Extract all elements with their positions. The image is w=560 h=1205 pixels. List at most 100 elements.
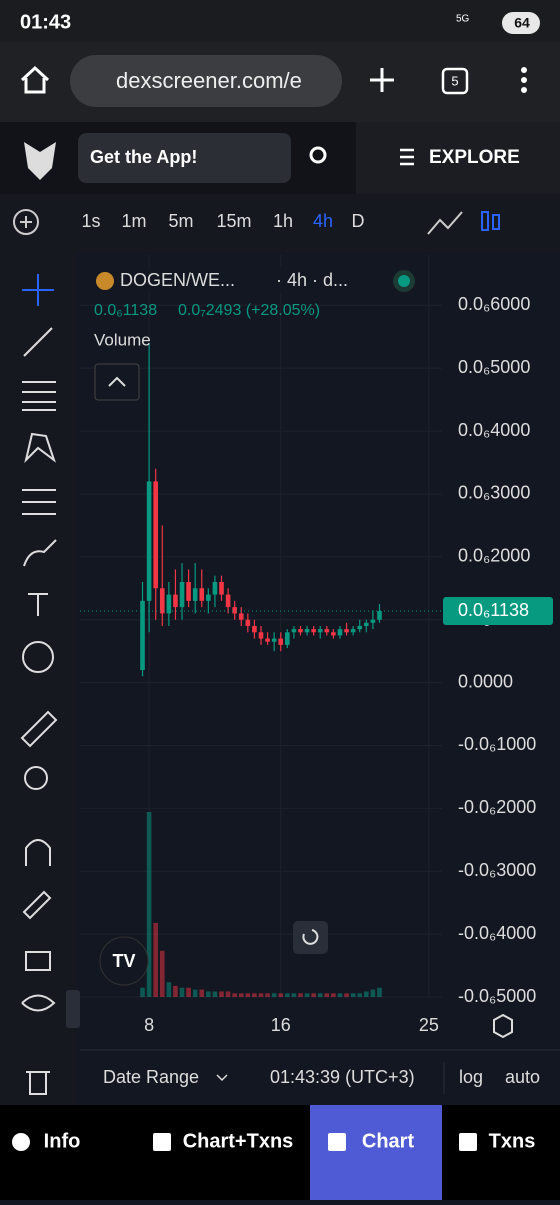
home-icon[interactable] bbox=[20, 65, 50, 94]
get-app-button[interactable] bbox=[78, 133, 291, 183]
network: 5G bbox=[456, 14, 470, 25]
ruler-tool[interactable] bbox=[20, 710, 58, 748]
timeframe[interactable]: 5m bbox=[168, 211, 193, 231]
text-tool[interactable] bbox=[28, 593, 48, 616]
volume-bar bbox=[285, 993, 290, 997]
explore-button[interactable] bbox=[356, 122, 560, 194]
tradingview-logo[interactable] bbox=[99, 936, 149, 986]
volume-bar bbox=[159, 950, 165, 997]
collapse-tools[interactable] bbox=[66, 990, 80, 1028]
candle-chart-icon[interactable] bbox=[481, 211, 500, 231]
nav-icon bbox=[459, 1133, 477, 1151]
svg-text:TV: TV bbox=[112, 951, 135, 971]
add-indicator[interactable] bbox=[13, 209, 39, 235]
lock-drawing-tool[interactable] bbox=[22, 890, 52, 920]
candle-body bbox=[245, 619, 251, 626]
status-time: 01:43 bbox=[20, 11, 71, 33]
volume-bar bbox=[357, 993, 363, 997]
candle-body bbox=[173, 594, 178, 608]
menu-icon[interactable] bbox=[521, 67, 527, 93]
prediction-tool[interactable] bbox=[22, 489, 56, 515]
timeframe[interactable]: 1m bbox=[121, 211, 146, 231]
emoji-tool[interactable] bbox=[22, 641, 54, 673]
search-icon[interactable] bbox=[309, 146, 327, 164]
get-app-text: Get the App! bbox=[90, 147, 197, 167]
x-tick-label: 25 bbox=[419, 1015, 439, 1035]
new-tab[interactable] bbox=[370, 68, 394, 92]
candle-body bbox=[291, 629, 297, 633]
candle-body bbox=[219, 581, 224, 595]
plot bbox=[80, 255, 442, 998]
y-tick-label: -0.0₆4000 bbox=[458, 923, 536, 943]
volume-bar bbox=[206, 991, 211, 997]
nav-tab[interactable] bbox=[310, 1105, 442, 1200]
logo[interactable] bbox=[24, 142, 56, 180]
timeframe[interactable]: 1s bbox=[81, 211, 100, 231]
candle-body bbox=[186, 581, 191, 601]
volume-bar bbox=[364, 991, 369, 997]
volume-bar bbox=[173, 985, 178, 997]
crosshair-tool[interactable] bbox=[22, 274, 54, 306]
zoom-tool[interactable] bbox=[24, 766, 48, 790]
volume-bar bbox=[317, 993, 323, 997]
volume-bar bbox=[350, 993, 356, 997]
volume-bar bbox=[344, 993, 349, 997]
auto-toggle[interactable]: auto bbox=[505, 1067, 540, 1087]
fib-tool[interactable] bbox=[22, 381, 56, 411]
candle-body bbox=[331, 632, 336, 636]
y-tick-label: 0.0000 bbox=[458, 671, 513, 691]
clock: 01:43:39 (UTC+3) bbox=[270, 1067, 415, 1087]
delete-tool[interactable] bbox=[26, 1071, 50, 1095]
volume-bar bbox=[304, 993, 310, 997]
settings-button[interactable] bbox=[493, 1013, 513, 1039]
pattern-tool[interactable] bbox=[24, 432, 56, 464]
change: 0.0₇2493 (+28.05%) bbox=[178, 302, 320, 319]
candle-body bbox=[252, 626, 257, 633]
volume-bar bbox=[311, 993, 316, 997]
nav-tab[interactable] bbox=[0, 1105, 112, 1200]
volume-bar bbox=[219, 991, 224, 997]
timeframe[interactable]: 15m bbox=[216, 211, 251, 231]
volume-bar bbox=[298, 993, 303, 997]
nav-tab[interactable] bbox=[112, 1105, 310, 1200]
line-chart-icon[interactable] bbox=[427, 211, 463, 235]
timeframe[interactable]: 1h bbox=[273, 211, 293, 231]
magnet-tool[interactable] bbox=[25, 839, 51, 866]
volume-bar bbox=[179, 987, 185, 997]
volume-bar bbox=[324, 993, 330, 997]
volume-bar bbox=[331, 993, 336, 997]
volume-bar bbox=[245, 993, 251, 997]
y-tick-label: 0.0₆3000 bbox=[458, 483, 530, 503]
date-range[interactable]: Date Range bbox=[103, 1067, 199, 1087]
timeframe[interactable]: 4h bbox=[313, 211, 333, 231]
collapse-button[interactable] bbox=[94, 363, 140, 401]
candle-body bbox=[199, 588, 205, 601]
last-price: 0.0₆1138 bbox=[94, 302, 157, 319]
candle-body bbox=[258, 632, 264, 639]
nav-tab[interactable] bbox=[442, 1105, 560, 1200]
tabs-button[interactable] bbox=[441, 67, 469, 95]
reset-button[interactable] bbox=[293, 921, 328, 954]
line-tool[interactable] bbox=[23, 327, 53, 357]
x-tick-label: 16 bbox=[271, 1015, 291, 1035]
visibility-tool[interactable] bbox=[21, 994, 56, 1012]
log-toggle[interactable]: log bbox=[459, 1067, 483, 1087]
timeframe[interactable]: D bbox=[352, 211, 365, 231]
candle-body bbox=[225, 594, 231, 608]
battery-level: 64 bbox=[514, 15, 530, 31]
x-tick-label: 8 bbox=[144, 1015, 154, 1035]
volume-bar bbox=[238, 993, 244, 997]
live-indicator bbox=[398, 275, 410, 287]
volume-bar bbox=[199, 989, 205, 997]
url-field[interactable] bbox=[70, 55, 342, 107]
candle-body bbox=[271, 638, 277, 642]
lock-tool[interactable] bbox=[25, 951, 51, 971]
y-tick-label: 0.0₆2000 bbox=[458, 546, 530, 566]
volume-bar bbox=[265, 993, 270, 997]
y-tick-label: -0.0₆1000 bbox=[458, 734, 536, 754]
brush-tool[interactable] bbox=[23, 539, 57, 567]
candle-body bbox=[364, 622, 369, 626]
candle-body bbox=[357, 626, 363, 630]
timeframes: 1s 1m 5m 15m 1h 4h D bbox=[81, 211, 364, 231]
volume-label: Volume bbox=[94, 330, 151, 349]
